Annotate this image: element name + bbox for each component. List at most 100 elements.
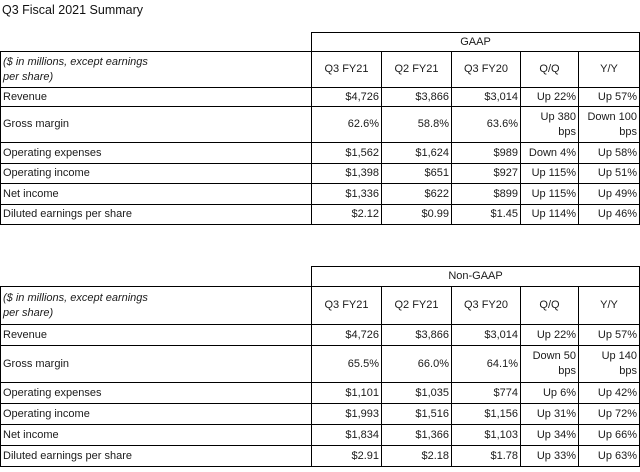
row-label: Operating expenses — [0, 142, 312, 164]
cell-value: Up 31% — [520, 403, 579, 425]
table-row: Diluted earnings per share $2.12 $0.99 $… — [0, 204, 640, 225]
cell-value: Up 22% — [520, 324, 579, 346]
cell-value: $3,866 — [381, 324, 452, 346]
cell-value: $1,624 — [381, 142, 452, 164]
cell-value: $927 — [451, 163, 521, 184]
cell-value: Down 50 bps — [520, 345, 579, 383]
row-label: Net income — [0, 424, 312, 446]
section-label: GAAP — [310, 32, 640, 52]
cell-value: 63.6% — [451, 106, 521, 143]
column-header: Q3 FY20 — [451, 286, 521, 325]
cell-value: $3,014 — [451, 87, 521, 107]
table-row: Net income $1,834 $1,366 $1,103 Up 34% U… — [0, 424, 640, 446]
table-row: Operating expenses $1,101 $1,035 $774 Up… — [0, 382, 640, 404]
cell-value: 64.1% — [451, 345, 521, 383]
cell-value: $3,014 — [451, 324, 521, 346]
cell-value: Down 4% — [520, 142, 579, 164]
cell-value: $2.12 — [311, 204, 382, 225]
cell-value: $4,726 — [311, 324, 382, 346]
cell-value: $1,834 — [311, 424, 382, 446]
section-header-row: Non-GAAP — [0, 266, 640, 287]
table-row: Operating income $1,993 $1,516 $1,156 Up… — [0, 403, 640, 425]
cell-value: 62.6% — [311, 106, 382, 143]
cell-value: $1,035 — [381, 382, 452, 404]
cell-value: $3,866 — [381, 87, 452, 107]
row-label: Operating expenses — [0, 382, 312, 404]
column-header: Y/Y — [577, 286, 640, 325]
column-header: Q/Q — [520, 286, 579, 325]
cell-value: $0.99 — [381, 204, 452, 225]
table-row: Operating income $1,398 $651 $927 Up 115… — [0, 163, 640, 184]
page-title: Q3 Fiscal 2021 Summary — [2, 3, 144, 17]
table-row: Operating expenses $1,562 $1,624 $989 Do… — [0, 142, 640, 164]
cell-value: $1.78 — [451, 445, 521, 467]
cell-value: Up 58% — [577, 142, 640, 164]
row-label: Gross margin — [0, 345, 312, 383]
cell-value: $774 — [451, 382, 521, 404]
cell-value: Up 115% — [520, 163, 579, 184]
row-label: Operating income — [0, 403, 312, 425]
cell-value: $1,103 — [451, 424, 521, 446]
cell-value: $2.18 — [381, 445, 452, 467]
row-label: Diluted earnings per share — [0, 204, 312, 225]
gaap-table: GAAP ($ in millions, except earnings per… — [0, 32, 640, 225]
cell-value: Up 114% — [520, 204, 579, 225]
section-header-row: GAAP — [0, 32, 640, 52]
cell-value: Up 140 bps — [577, 345, 640, 383]
cell-value: $651 — [381, 163, 452, 184]
column-header: Y/Y — [577, 51, 640, 88]
row-label: Diluted earnings per share — [0, 445, 312, 467]
column-header-row: ($ in millions, except earnings per shar… — [0, 286, 640, 325]
cell-value: $1,336 — [311, 183, 382, 205]
cell-value: $899 — [451, 183, 521, 205]
cell-value: $1,156 — [451, 403, 521, 425]
cell-value: Up 42% — [577, 382, 640, 404]
cell-value: Up 22% — [520, 87, 579, 107]
table-row: Gross margin 62.6% 58.8% 63.6% Up 380 bp… — [0, 106, 640, 143]
cell-value: $1,366 — [381, 424, 452, 446]
cell-value: $989 — [451, 142, 521, 164]
cell-value: Up 72% — [577, 403, 640, 425]
column-header: Q3 FY21 — [311, 286, 382, 325]
table-row: Gross margin 65.5% 66.0% 64.1% Down 50 b… — [0, 345, 640, 383]
cell-value: Up 380 bps — [520, 106, 579, 143]
cell-value: 58.8% — [381, 106, 452, 143]
units-label: ($ in millions, except earnings per shar… — [0, 51, 312, 88]
section-label: Non-GAAP — [310, 266, 640, 287]
cell-value: $1,101 — [311, 382, 382, 404]
cell-value: $1,562 — [311, 142, 382, 164]
cell-value: Up 33% — [520, 445, 579, 467]
column-header-row: ($ in millions, except earnings per shar… — [0, 51, 640, 88]
cell-value: 66.0% — [381, 345, 452, 383]
cell-value: $1,993 — [311, 403, 382, 425]
cell-value: $2.91 — [311, 445, 382, 467]
table-row: Diluted earnings per share $2.91 $2.18 $… — [0, 445, 640, 467]
table-row: Net income $1,336 $622 $899 Up 115% Up 4… — [0, 183, 640, 205]
row-label: Net income — [0, 183, 312, 205]
column-header: Q2 FY21 — [381, 286, 452, 325]
cell-value: $1.45 — [451, 204, 521, 225]
cell-value: Down 100 bps — [577, 106, 640, 143]
cell-value: $4,726 — [311, 87, 382, 107]
units-label: ($ in millions, except earnings per shar… — [0, 286, 312, 325]
non-gaap-table: Non-GAAP ($ in millions, except earnings… — [0, 266, 640, 467]
row-label: Gross margin — [0, 106, 312, 143]
column-header: Q/Q — [520, 51, 579, 88]
row-label: Revenue — [0, 87, 312, 107]
cell-value: Up 34% — [520, 424, 579, 446]
cell-value: Up 46% — [577, 204, 640, 225]
cell-value: 65.5% — [311, 345, 382, 383]
table-row: Revenue $4,726 $3,866 $3,014 Up 22% Up 5… — [0, 87, 640, 107]
cell-value: Up 57% — [577, 87, 640, 107]
table-row: Revenue $4,726 $3,866 $3,014 Up 22% Up 5… — [0, 324, 640, 346]
row-label: Operating income — [0, 163, 312, 184]
cell-value: Up 63% — [577, 445, 640, 467]
cell-value: Up 66% — [577, 424, 640, 446]
cell-value: $622 — [381, 183, 452, 205]
cell-value: $1,398 — [311, 163, 382, 184]
column-header: Q3 FY21 — [311, 51, 382, 88]
column-header: Q3 FY20 — [451, 51, 521, 88]
row-label: Revenue — [0, 324, 312, 346]
column-header: Q2 FY21 — [381, 51, 452, 88]
cell-value: Up 51% — [577, 163, 640, 184]
